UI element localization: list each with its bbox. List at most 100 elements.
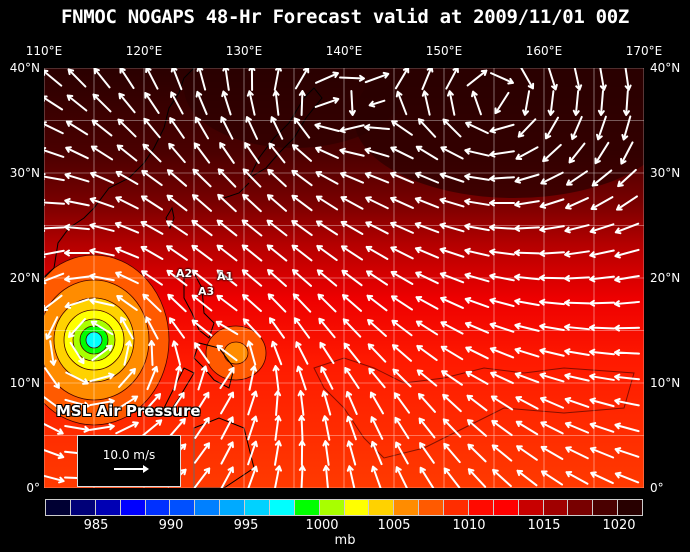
lat-label: 0°	[26, 481, 40, 495]
wind-arrow-icon	[464, 198, 490, 206]
wind-arrow-icon	[44, 173, 65, 182]
colorbar-label: 1010	[452, 518, 486, 533]
wind-arrow-icon	[390, 221, 414, 234]
wind-arrow-icon	[342, 318, 362, 338]
wind-arrow-icon	[194, 116, 210, 140]
wind-arrow-icon	[464, 223, 490, 232]
wind-arrow-icon	[346, 440, 357, 466]
wind-arrow-icon	[191, 319, 213, 337]
wind-arrow-icon	[564, 299, 590, 307]
wind-arrow-icon	[466, 69, 488, 87]
wind-arrow-icon	[370, 465, 382, 488]
wind-arrow-icon	[364, 171, 390, 184]
wind-arrow-icon	[67, 68, 87, 88]
wind-arrow-icon	[44, 69, 63, 87]
wind-arrow-icon	[394, 416, 410, 440]
wind-arrow-icon	[489, 346, 515, 359]
wind-arrow-icon	[267, 269, 287, 287]
wind-arrow-icon	[118, 367, 136, 389]
wind-arrow-icon	[270, 116, 284, 140]
wind-arrow-icon	[466, 419, 488, 437]
wind-arrow-icon	[564, 224, 590, 234]
wind-arrow-icon	[622, 90, 630, 116]
wind-arrow-icon	[294, 68, 310, 90]
wind-arrow-icon	[341, 269, 363, 287]
wind-arrow-icon	[364, 71, 390, 84]
wind-arrow-icon	[168, 417, 186, 439]
wind-arrow-icon	[369, 391, 384, 415]
wind-arrow-icon	[624, 68, 632, 91]
wind-arrow-icon	[317, 293, 337, 313]
wind-arrow-icon	[195, 90, 208, 116]
wind-arrow-icon	[415, 295, 439, 310]
wind-arrow-icon	[415, 145, 439, 161]
field-label: MSL Air Pressure	[56, 402, 201, 420]
wind-arrow-icon	[365, 245, 389, 261]
wind-arrow-icon	[589, 299, 615, 307]
wind-arrow-icon	[464, 272, 490, 283]
wind-arrow-icon	[416, 344, 438, 362]
wind-arrow-icon	[421, 68, 434, 91]
wind-arrow-icon	[119, 68, 135, 90]
colorbar-swatch	[269, 500, 295, 515]
colorbar-swatch	[319, 500, 345, 515]
wind-arrow-icon	[91, 344, 113, 362]
coastlines	[44, 68, 635, 488]
wind-arrow-icon	[93, 68, 111, 89]
wind-arrow-icon	[489, 150, 515, 158]
wind-arrow-icon	[621, 115, 632, 141]
wind-arrow-icon	[166, 269, 188, 287]
wind-arrow-icon	[395, 466, 408, 488]
wind-arrow-icon	[439, 222, 465, 233]
wind-arrow-icon	[117, 118, 137, 138]
wind-arrow-icon	[89, 196, 115, 208]
wind-arrow-icon	[272, 90, 280, 116]
wind-arrow-icon	[570, 115, 583, 141]
wind-arrow-icon	[169, 392, 185, 414]
lon-label: 170°E	[625, 44, 663, 58]
wind-arrow-icon	[65, 371, 89, 385]
wind-arrow-icon	[514, 173, 540, 184]
wind-arrow-icon	[614, 274, 640, 283]
wind-arrow-icon	[439, 247, 465, 258]
wind-arrow-icon	[589, 397, 615, 408]
wind-arrow-icon	[274, 465, 282, 488]
wind-arrow-icon	[66, 94, 88, 112]
wind-arrow-icon	[143, 117, 161, 139]
lon-label: 120°E	[125, 44, 163, 58]
wind-arrow-icon	[515, 396, 539, 410]
wind-arrow-icon	[193, 442, 211, 464]
wind-arrow-icon	[614, 422, 640, 433]
wind-arrow-icon	[419, 466, 435, 488]
colorbar-swatch	[220, 500, 245, 515]
wind-arrow-icon	[443, 467, 461, 488]
wind-arrow-icon	[370, 416, 384, 440]
lat-label: 30°N	[650, 166, 681, 180]
wind-arrow-icon	[443, 442, 461, 464]
wind-arrow-icon	[244, 142, 260, 164]
wind-arrow-icon	[494, 91, 510, 115]
wind-arrow-icon	[92, 93, 112, 113]
wind-arrow-icon	[140, 195, 164, 211]
colorbar-swatch	[95, 500, 121, 515]
wind-arrow-icon	[589, 422, 615, 433]
wind-arrow-icon	[64, 249, 90, 257]
wind-arrow-icon	[417, 393, 437, 413]
wind-arrow-icon	[514, 224, 540, 232]
wind-arrow-icon	[565, 470, 589, 485]
wind-arrow-icon	[614, 397, 640, 407]
colorbar-label: 985	[83, 518, 109, 533]
wind-arrow-icon	[346, 415, 357, 441]
wind-arrow-icon	[514, 347, 540, 358]
colorbar-swatch	[145, 500, 171, 515]
wind-arrow-icon	[514, 273, 540, 281]
wind-arrow-icon	[241, 219, 263, 237]
wind-arrow-icon	[390, 196, 414, 209]
lat-label: 40°N	[650, 61, 681, 75]
wind-arrow-icon	[141, 270, 163, 286]
wind-arrow-icon	[295, 341, 309, 365]
wind-arrow-icon	[215, 320, 239, 336]
colorbar	[45, 499, 643, 516]
wind-arrow-icon	[242, 318, 262, 338]
wind-arrow-icon	[599, 68, 607, 91]
